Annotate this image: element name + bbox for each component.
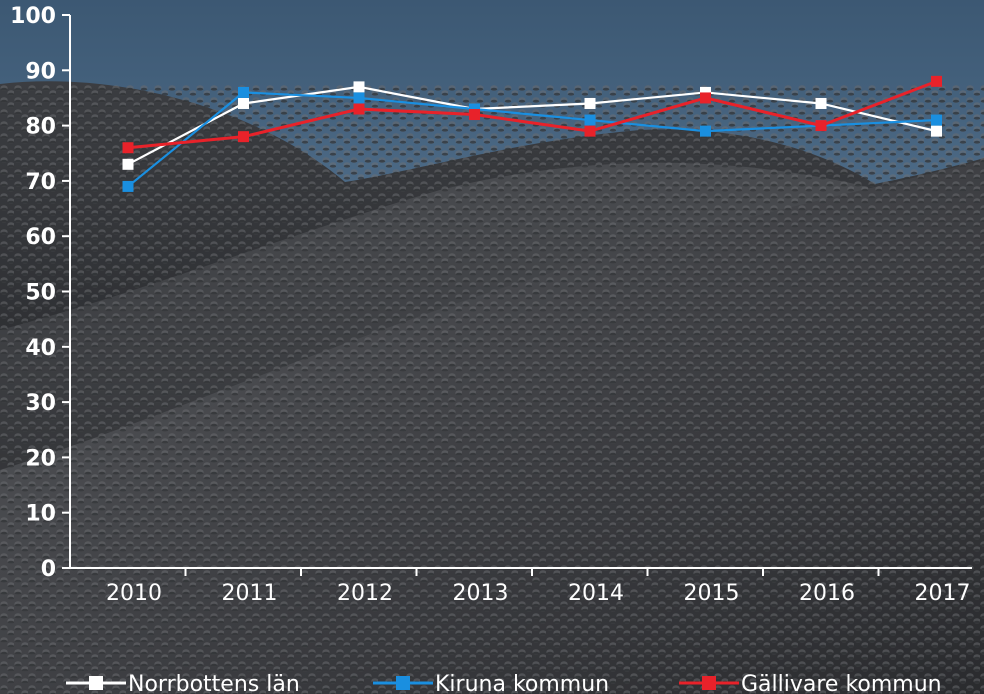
y-tick-label: 30 <box>25 391 56 416</box>
data-point <box>353 92 365 104</box>
data-point <box>584 114 596 126</box>
x-tick-label: 2016 <box>799 581 855 606</box>
data-point <box>122 158 134 170</box>
x-tick-label: 2010 <box>106 581 162 606</box>
legend-item: Kiruna kommun <box>373 672 609 694</box>
series-line <box>127 91 937 188</box>
data-point <box>815 120 827 132</box>
data-point <box>122 180 134 192</box>
y-tick-label: 0 <box>41 557 56 582</box>
legend-label: Gällivare kommun <box>741 672 942 694</box>
series-layer <box>122 75 942 192</box>
y-tick-label: 90 <box>25 59 56 84</box>
legend-swatch-marker <box>89 676 103 690</box>
data-point <box>238 86 249 98</box>
series-line <box>127 85 937 166</box>
data-point <box>584 125 596 137</box>
data-point <box>815 97 827 109</box>
series-1 <box>122 81 942 170</box>
data-point <box>931 75 942 87</box>
series-3 <box>122 75 942 154</box>
data-point <box>700 125 711 137</box>
x-tick-label: 2013 <box>453 581 509 606</box>
series-line <box>127 79 938 150</box>
y-tick-label: 70 <box>25 170 56 195</box>
y-tick-label: 10 <box>25 502 56 527</box>
legend: Norrbottens län Kiruna kommun Gällivare ko… <box>66 672 942 694</box>
y-tick-label: 40 <box>25 336 56 361</box>
x-tick-label: 2011 <box>222 581 278 606</box>
x-tick-label: 2017 <box>915 581 971 606</box>
legend-swatch-marker <box>396 676 410 690</box>
x-tick-label: 2015 <box>684 581 740 606</box>
legend-label: Norrbottens län <box>128 672 300 694</box>
data-point <box>700 92 711 104</box>
y-tick-label: 50 <box>25 281 56 306</box>
pellet-texture <box>0 84 984 694</box>
y-tick-label: 80 <box>25 115 56 140</box>
legend-label: Kiruna kommun <box>435 672 609 694</box>
data-point <box>238 131 249 143</box>
data-point <box>931 125 942 137</box>
y-tick-label: 100 <box>10 4 56 29</box>
axes: 0 10 20 30 40 50 60 70 80 90 100 2010 2011 2012 2013 20… <box>10 4 972 606</box>
data-point <box>584 97 596 109</box>
x-tick-label: 2012 <box>337 581 393 606</box>
data-point <box>700 86 711 98</box>
legend-swatch-marker <box>702 676 716 690</box>
data-point <box>469 109 480 121</box>
y-tick-label: 60 <box>25 225 56 250</box>
data-point <box>122 142 134 154</box>
legend-item: Gällivare kommun <box>679 672 942 694</box>
data-point <box>238 97 249 109</box>
legend-item: Norrbottens län <box>66 672 300 694</box>
data-point <box>353 103 365 115</box>
data-point <box>353 81 365 93</box>
y-tick-label: 20 <box>25 446 56 471</box>
x-tick-label: 2014 <box>568 581 624 606</box>
data-point <box>469 103 480 115</box>
data-point <box>931 114 942 126</box>
